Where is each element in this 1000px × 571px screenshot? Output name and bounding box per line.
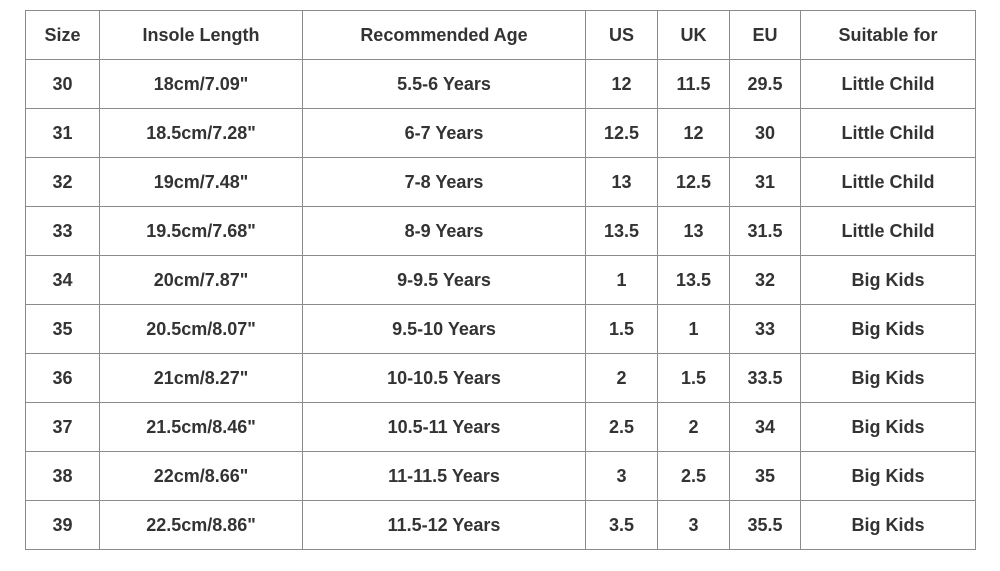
size-table: Size Insole Length Recommended Age US UK EU Su… <box>25 10 976 550</box>
table-row: 33 19.5cm/7.68" 8-9 Years 13.5 13 31.5 Little … <box>25 206 976 256</box>
table-cell: 7-8 Years <box>302 157 586 207</box>
table-cell: 6-7 Years <box>302 108 586 158</box>
table-cell: 12 <box>585 59 658 109</box>
table-cell: 38 <box>25 451 100 501</box>
table-cell: 1 <box>585 255 658 305</box>
table-cell: 2.5 <box>585 402 658 452</box>
table-cell: 29.5 <box>729 59 801 109</box>
table-cell: 12.5 <box>585 108 658 158</box>
header-cell: US <box>585 10 658 60</box>
header-cell: EU <box>729 10 801 60</box>
table-cell: 18cm/7.09" <box>99 59 303 109</box>
table-cell: 39 <box>25 500 100 550</box>
table-cell: 19.5cm/7.68" <box>99 206 303 256</box>
table-row: 36 21cm/8.27" 10-10.5 Years 2 1.5 33.5 Big Kid… <box>25 353 976 403</box>
table-cell: Big Kids <box>800 451 976 501</box>
table-cell: 2.5 <box>657 451 730 501</box>
table-cell: 33.5 <box>729 353 801 403</box>
table-cell: 18.5cm/7.28" <box>99 108 303 158</box>
table-row: 30 18cm/7.09" 5.5-6 Years 12 11.5 29.5 Little … <box>25 59 976 109</box>
table-cell: 11.5-12 Years <box>302 500 586 550</box>
header-row: Size Insole Length Recommended Age US UK EU Su… <box>25 10 976 60</box>
table-cell: 35 <box>25 304 100 354</box>
table-cell: 19cm/7.48" <box>99 157 303 207</box>
table-cell: 35 <box>729 451 801 501</box>
table-cell: 21cm/8.27" <box>99 353 303 403</box>
table-cell: 10.5-11 Years <box>302 402 586 452</box>
table-cell: 13 <box>657 206 730 256</box>
table-cell: 1 <box>657 304 730 354</box>
table-cell: 32 <box>729 255 801 305</box>
table-cell: 2 <box>657 402 730 452</box>
table-cell: Little Child <box>800 59 976 109</box>
header-cell: Recommended Age <box>302 10 586 60</box>
table-cell: 31 <box>729 157 801 207</box>
table-cell: 20.5cm/8.07" <box>99 304 303 354</box>
table-row: 34 20cm/7.87" 9-9.5 Years 1 13.5 32 Big Kids <box>25 255 976 305</box>
table-cell: 9.5-10 Years <box>302 304 586 354</box>
table-cell: 13 <box>585 157 658 207</box>
table-row: 37 21.5cm/8.46" 10.5-11 Years 2.5 2 34 Big Kid… <box>25 402 976 452</box>
table-cell: 37 <box>25 402 100 452</box>
table-cell: Big Kids <box>800 500 976 550</box>
table-cell: 35.5 <box>729 500 801 550</box>
table-cell: 9-9.5 Years <box>302 255 586 305</box>
table-cell: 12 <box>657 108 730 158</box>
table-cell: 31.5 <box>729 206 801 256</box>
table-wrap: Size Insole Length Recommended Age US UK EU Su… <box>25 10 976 550</box>
table-cell: 8-9 Years <box>302 206 586 256</box>
table-cell: 20cm/7.87" <box>99 255 303 305</box>
table-cell: 5.5-6 Years <box>302 59 586 109</box>
table-cell: 33 <box>25 206 100 256</box>
table-cell: 10-10.5 Years <box>302 353 586 403</box>
table-cell: 13.5 <box>657 255 730 305</box>
table-cell: Big Kids <box>800 353 976 403</box>
table-cell: 12.5 <box>657 157 730 207</box>
table-cell: 30 <box>25 59 100 109</box>
table-cell: 32 <box>25 157 100 207</box>
table-cell: 34 <box>729 402 801 452</box>
table-cell: 3 <box>657 500 730 550</box>
table-row: 35 20.5cm/8.07" 9.5-10 Years 1.5 1 33 Big Kids <box>25 304 976 354</box>
table-cell: 13.5 <box>585 206 658 256</box>
table-row: 38 22cm/8.66" 11-11.5 Years 3 2.5 35 Big Kids <box>25 451 976 501</box>
table-cell: Big Kids <box>800 304 976 354</box>
table-cell: Little Child <box>800 157 976 207</box>
header-cell: UK <box>657 10 730 60</box>
table-cell: 11-11.5 Years <box>302 451 586 501</box>
header-cell: Insole Length <box>99 10 303 60</box>
header-cell: Size <box>25 10 100 60</box>
table-row: 32 19cm/7.48" 7-8 Years 13 12.5 31 Little Chil… <box>25 157 976 207</box>
table-cell: Little Child <box>800 108 976 158</box>
table-cell: 34 <box>25 255 100 305</box>
table-row: 39 22.5cm/8.86" 11.5-12 Years 3.5 3 35.5 Big K… <box>25 500 976 550</box>
table-row: 31 18.5cm/7.28" 6-7 Years 12.5 12 30 Little Ch… <box>25 108 976 158</box>
table-cell: 30 <box>729 108 801 158</box>
table-cell: 21.5cm/8.46" <box>99 402 303 452</box>
table-cell: 11.5 <box>657 59 730 109</box>
table-cell: 36 <box>25 353 100 403</box>
table-cell: 33 <box>729 304 801 354</box>
table-cell: Big Kids <box>800 402 976 452</box>
table-cell: 2 <box>585 353 658 403</box>
table-cell: 3.5 <box>585 500 658 550</box>
table-cell: 22cm/8.66" <box>99 451 303 501</box>
table-cell: 1.5 <box>585 304 658 354</box>
table-cell: Little Child <box>800 206 976 256</box>
table-cell: 1.5 <box>657 353 730 403</box>
table-cell: 3 <box>585 451 658 501</box>
table-cell: 22.5cm/8.86" <box>99 500 303 550</box>
table-cell: 31 <box>25 108 100 158</box>
table-cell: Big Kids <box>800 255 976 305</box>
header-cell: Suitable for <box>800 10 976 60</box>
